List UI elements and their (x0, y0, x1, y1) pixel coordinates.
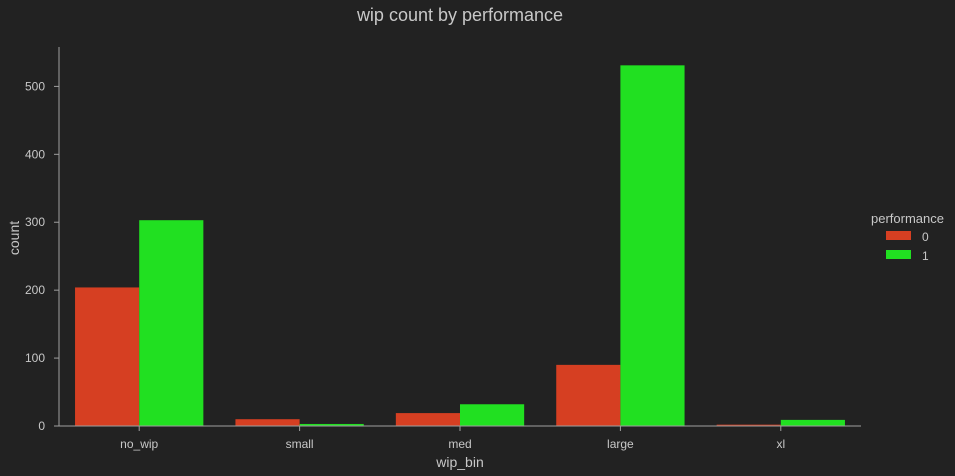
x-axis-ticks: no_wip small med large xl (120, 426, 785, 451)
bar-large-performance-0 (556, 364, 621, 426)
y-tick-label: 100 (25, 351, 45, 365)
legend-label-1: 1 (922, 249, 929, 263)
bar-small-performance-1 (299, 423, 364, 426)
x-tick-label-xl: xl (776, 437, 785, 451)
legend: performance 0 1 (871, 211, 944, 263)
bar-large-performance-1 (620, 65, 685, 426)
bar-small-performance-0 (235, 419, 300, 426)
y-tick-label: 300 (25, 215, 45, 229)
y-tick-label: 500 (25, 79, 45, 93)
x-axis-label: wip_bin (435, 454, 483, 470)
legend-title: performance (871, 211, 944, 226)
bar-no_wip-performance-1 (139, 220, 204, 426)
y-tick-label: 200 (25, 283, 45, 297)
legend-swatch-0 (886, 231, 911, 240)
legend-swatch-1 (886, 250, 911, 259)
bar-med-performance-1 (460, 404, 525, 426)
y-tick-label: 0 (38, 419, 45, 433)
x-tick-label-no_wip: no_wip (120, 437, 158, 451)
bar-xl-performance-1 (780, 419, 845, 426)
y-axis-ticks: 0 100 200 300 400 500 (25, 79, 59, 433)
bar-med-performance-0 (395, 413, 460, 426)
chart-title: wip count by performance (356, 5, 563, 25)
y-tick-label: 400 (25, 147, 45, 161)
bar-no_wip-performance-0 (75, 287, 140, 426)
bar-xl-performance-0 (716, 424, 781, 426)
x-tick-label-med: med (448, 437, 471, 451)
x-tick-label-small: small (286, 437, 314, 451)
x-tick-label-large: large (607, 437, 634, 451)
y-axis-label: count (6, 221, 22, 255)
legend-label-0: 0 (922, 230, 929, 244)
plot-area (75, 65, 845, 426)
